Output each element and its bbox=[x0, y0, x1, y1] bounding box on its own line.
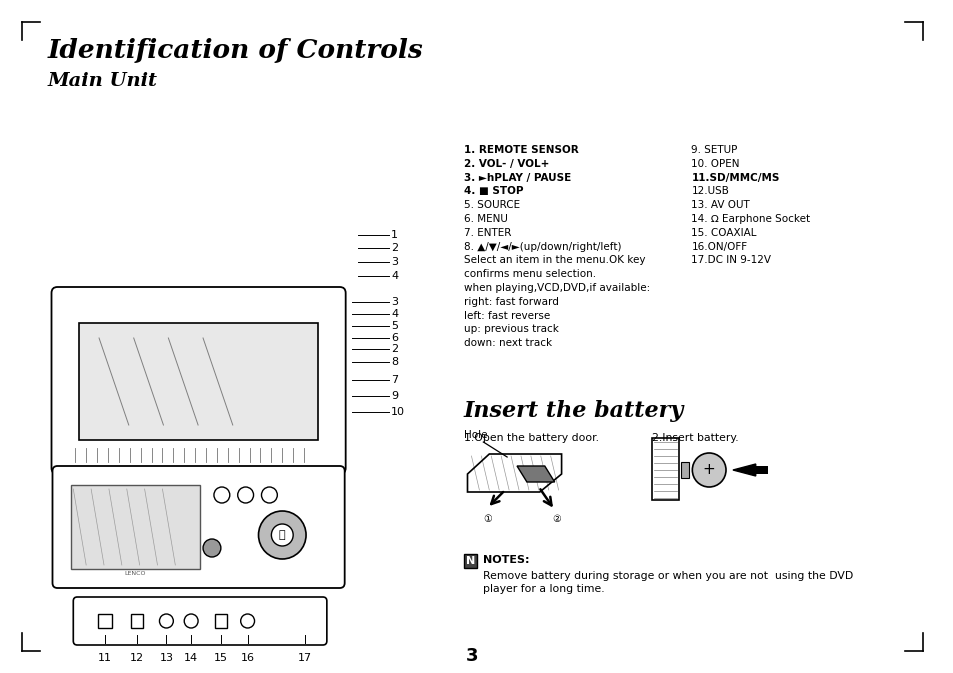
Text: Main Unit: Main Unit bbox=[48, 72, 157, 90]
FancyBboxPatch shape bbox=[52, 466, 344, 588]
Text: 6. MENU: 6. MENU bbox=[463, 214, 507, 224]
Text: +: + bbox=[702, 462, 715, 478]
Bar bbox=[98, 614, 112, 628]
Text: 2.Insert battery.: 2.Insert battery. bbox=[651, 433, 738, 443]
Text: right: fast forward: right: fast forward bbox=[463, 297, 558, 307]
Text: 9: 9 bbox=[391, 391, 398, 401]
Text: 13: 13 bbox=[159, 653, 173, 663]
Text: up: previous track: up: previous track bbox=[463, 324, 558, 334]
Bar bbox=[214, 614, 227, 628]
Text: Remove battery during storage or when you are not  using the DVD
player for a lo: Remove battery during storage or when yo… bbox=[483, 571, 853, 594]
FancyBboxPatch shape bbox=[73, 597, 327, 645]
Text: 2. VOL- / VOL+: 2. VOL- / VOL+ bbox=[463, 159, 548, 169]
Text: 11.SD/MMC/MS: 11.SD/MMC/MS bbox=[691, 172, 779, 182]
Text: confirms menu selection.: confirms menu selection. bbox=[463, 269, 595, 279]
Text: ①: ① bbox=[482, 514, 491, 524]
Text: 15. COAXIAL: 15. COAXIAL bbox=[691, 227, 756, 238]
Text: 14: 14 bbox=[184, 653, 198, 663]
Text: 14. Ω Earphone Socket: 14. Ω Earphone Socket bbox=[691, 214, 810, 224]
Text: 12: 12 bbox=[130, 653, 144, 663]
Text: 10. OPEN: 10. OPEN bbox=[691, 159, 740, 169]
Text: LENCO: LENCO bbox=[124, 571, 145, 576]
Text: 6: 6 bbox=[391, 333, 397, 343]
Polygon shape bbox=[467, 454, 561, 492]
Bar bbox=[755, 466, 767, 474]
Circle shape bbox=[240, 614, 254, 628]
Text: 2: 2 bbox=[391, 344, 398, 354]
Text: 16: 16 bbox=[240, 653, 254, 663]
Polygon shape bbox=[517, 466, 554, 482]
Text: 5. SOURCE: 5. SOURCE bbox=[463, 200, 519, 210]
Circle shape bbox=[213, 487, 230, 503]
Bar bbox=[131, 614, 143, 628]
Text: 3: 3 bbox=[466, 647, 478, 665]
Circle shape bbox=[203, 539, 221, 557]
Text: 1: 1 bbox=[391, 230, 397, 240]
Text: down: next track: down: next track bbox=[463, 339, 551, 348]
Text: 17: 17 bbox=[297, 653, 312, 663]
Text: 1. REMOTE SENSOR: 1. REMOTE SENSOR bbox=[463, 145, 578, 155]
Text: 17.DC IN 9-12V: 17.DC IN 9-12V bbox=[691, 255, 771, 265]
Text: left: fast reverse: left: fast reverse bbox=[463, 311, 549, 320]
Bar bbox=[79, 323, 317, 440]
Text: 3. ►hPLAY / PAUSE: 3. ►hPLAY / PAUSE bbox=[463, 172, 570, 182]
Text: 12.USB: 12.USB bbox=[691, 186, 728, 197]
Text: N: N bbox=[465, 556, 475, 566]
Bar bbox=[680, 462, 689, 478]
Text: 1.Open the battery door.: 1.Open the battery door. bbox=[463, 433, 598, 443]
FancyBboxPatch shape bbox=[51, 287, 345, 474]
Text: ⚿: ⚿ bbox=[278, 530, 285, 540]
Circle shape bbox=[258, 511, 306, 559]
Text: 4: 4 bbox=[391, 309, 398, 319]
Circle shape bbox=[271, 524, 293, 546]
Text: 3: 3 bbox=[391, 297, 397, 307]
Text: Hole: Hole bbox=[463, 430, 487, 440]
Polygon shape bbox=[732, 464, 755, 476]
Text: 4: 4 bbox=[391, 271, 398, 281]
Text: 5: 5 bbox=[391, 321, 397, 331]
Text: 7. ENTER: 7. ENTER bbox=[463, 227, 511, 238]
Bar bbox=[176, 467, 219, 476]
Text: 10: 10 bbox=[391, 407, 405, 417]
Text: Select an item in the menu.OK key: Select an item in the menu.OK key bbox=[463, 255, 644, 265]
Text: 11: 11 bbox=[98, 653, 112, 663]
Text: when playing,VCD,DVD,if available:: when playing,VCD,DVD,if available: bbox=[463, 283, 649, 293]
Text: 9. SETUP: 9. SETUP bbox=[691, 145, 737, 155]
Text: 3: 3 bbox=[391, 257, 397, 267]
Circle shape bbox=[184, 614, 198, 628]
Circle shape bbox=[692, 453, 725, 487]
Text: NOTES:: NOTES: bbox=[483, 555, 529, 565]
Bar bbox=[463, 554, 476, 568]
Bar bbox=[71, 485, 200, 569]
Circle shape bbox=[237, 487, 253, 503]
Bar bbox=[651, 438, 679, 500]
Text: ②: ② bbox=[552, 514, 560, 524]
Text: 4. ■ STOP: 4. ■ STOP bbox=[463, 186, 522, 197]
Text: 8. ▲/▼/◄/►(up/down/right/left): 8. ▲/▼/◄/►(up/down/right/left) bbox=[463, 242, 620, 252]
Text: 13. AV OUT: 13. AV OUT bbox=[691, 200, 749, 210]
Text: Identification of Controls: Identification of Controls bbox=[48, 38, 423, 63]
Text: 7: 7 bbox=[391, 375, 398, 385]
Text: 2: 2 bbox=[391, 243, 398, 253]
Circle shape bbox=[261, 487, 277, 503]
Text: 8: 8 bbox=[391, 357, 398, 367]
Text: Insert the battery: Insert the battery bbox=[463, 400, 683, 422]
Text: 15: 15 bbox=[213, 653, 228, 663]
Text: 16.ON/OFF: 16.ON/OFF bbox=[691, 242, 747, 252]
Circle shape bbox=[159, 614, 173, 628]
